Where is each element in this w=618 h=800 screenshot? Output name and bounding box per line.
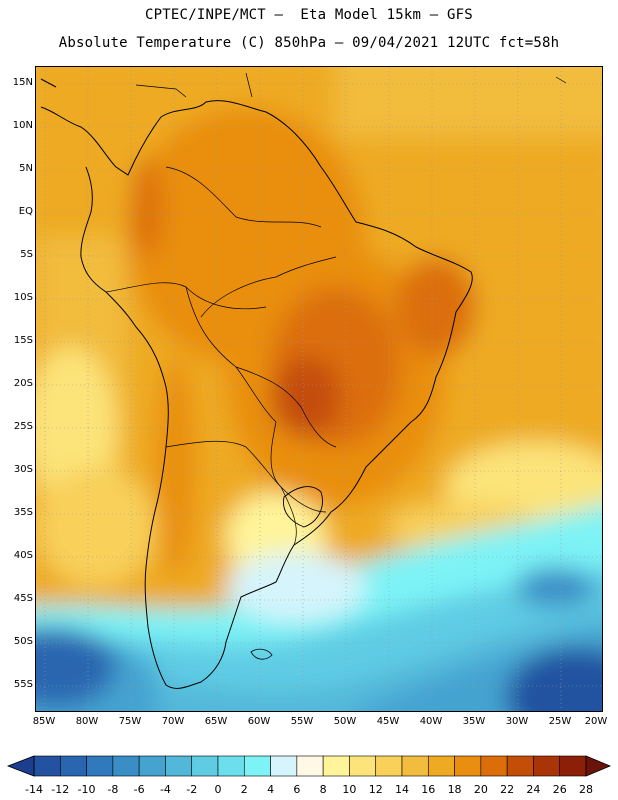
colorbar-cell (165, 755, 193, 777)
lon-label: 35W (462, 716, 486, 727)
colorbar-tick-label: 12 (368, 783, 383, 796)
lat-label: 25S (13, 421, 33, 432)
lon-label: 75W (118, 716, 142, 727)
lat-label: 40S (13, 550, 33, 561)
lat-label: 55S (13, 679, 33, 690)
colorbar-tick-label: 10 (342, 783, 357, 796)
lat-label: 30S (13, 464, 33, 475)
colorbar-tick-label: 8 (319, 783, 327, 796)
lat-label: 35S (13, 507, 33, 518)
colorbar-tick-label: -14 (25, 783, 43, 796)
lat-lon-grid (36, 67, 602, 711)
lat-label: 5S (20, 249, 33, 260)
lat-label: 15N (12, 77, 33, 88)
colorbar-tick-label: 16 (421, 783, 436, 796)
colorbar-tick-label: 20 (473, 783, 488, 796)
colorbar-tick-label: -6 (133, 783, 145, 796)
colorbar-cell (375, 755, 403, 777)
lat-label: 15S (13, 335, 33, 346)
colorbar (6, 755, 612, 777)
colorbar-cell (86, 755, 114, 777)
colorbar-tick-label: -12 (51, 783, 70, 796)
colorbar-cell (322, 755, 350, 777)
colorbar-tick-label: 0 (214, 783, 222, 796)
lon-label: 25W (548, 716, 572, 727)
colorbar-tick-label: -2 (186, 783, 198, 796)
colorbar-cell (506, 755, 534, 777)
colorbar-cell (533, 755, 561, 777)
colorbar-cell (33, 755, 61, 777)
colorbar-tick-label: 26 (552, 783, 567, 796)
lon-label: 45W (376, 716, 400, 727)
colorbar-left-arrow (6, 755, 35, 777)
colorbar-cell (191, 755, 219, 777)
lon-label: 50W (333, 716, 357, 727)
lon-label: 70W (161, 716, 185, 727)
lat-label: 20S (13, 378, 33, 389)
colorbar-tick-label: -4 (159, 783, 171, 796)
colorbar-cell (401, 755, 429, 777)
lon-label: 60W (247, 716, 271, 727)
colorbar-tick-label: -8 (107, 783, 119, 796)
country-borders (105, 166, 337, 546)
lon-label: 80W (75, 716, 99, 727)
lon-label: 40W (419, 716, 443, 727)
title-line-1: CPTEC/INPE/MCT – Eta Model 15km – GFS (145, 7, 473, 23)
colorbar-cell (270, 755, 298, 777)
caribbean-islands (135, 72, 567, 98)
colorbar-cell (427, 755, 455, 777)
coastline (40, 78, 473, 689)
colorbar-cell (138, 755, 166, 777)
lon-label: 30W (505, 716, 529, 727)
lat-label: 45S (13, 593, 33, 604)
colorbar-tick-label: 2 (240, 783, 248, 796)
colorbar-cell (217, 755, 245, 777)
lon-label: 20W (584, 716, 608, 727)
colorbar-cell (112, 755, 140, 777)
falklands (250, 648, 273, 660)
colorbar-tick-label: 22 (500, 783, 515, 796)
uruguay-outline (283, 486, 323, 528)
lat-label: EQ (18, 206, 33, 217)
colorbar-tick-label: -10 (77, 783, 96, 796)
colorbar-tick-label: 4 (267, 783, 275, 796)
colorbar-tick-label: 18 (447, 783, 462, 796)
colorbar-cell (296, 755, 324, 777)
lat-label: 10N (12, 120, 33, 131)
colorbar-cell (454, 755, 482, 777)
colorbar-cell (243, 755, 271, 777)
colorbar-tick-label: 28 (579, 783, 593, 796)
lat-label: 50S (13, 636, 33, 647)
temperature-field (36, 67, 602, 711)
temperature-map (35, 66, 603, 712)
colorbar-cell (480, 755, 508, 777)
colorbar-tick-label: 6 (293, 783, 301, 796)
colorbar-cell (559, 755, 587, 777)
lon-label: 85W (32, 716, 56, 727)
colorbar-right-arrow (585, 755, 612, 777)
lat-label: 10S (13, 292, 33, 303)
title-line-2: Absolute Temperature (C) 850hPa – 09/04/… (58, 35, 560, 51)
colorbar-cell (59, 755, 87, 777)
lon-label: 55W (290, 716, 314, 727)
colorbar-tick-label: 14 (395, 783, 409, 796)
colorbar-cell (349, 755, 377, 777)
lat-label: 5N (19, 163, 33, 174)
lon-label: 65W (204, 716, 228, 727)
colorbar-tick-label: 24 (526, 783, 541, 796)
